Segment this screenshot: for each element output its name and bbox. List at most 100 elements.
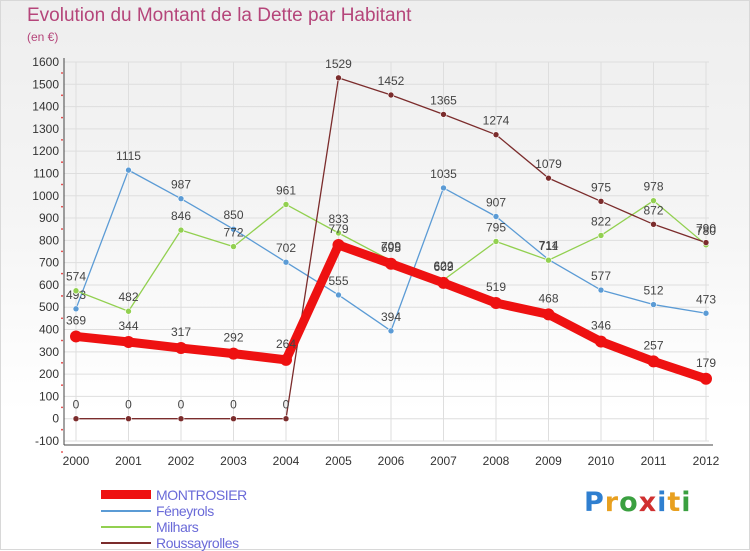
data-point [492,131,500,138]
y-tick-label: 1400 [32,100,59,114]
data-point [72,305,80,313]
data-point [72,287,80,295]
data-point [440,111,447,118]
data-point [125,166,132,174]
x-tick-label: 2000 [63,454,90,468]
data-label: 493 [66,288,86,302]
data-label: 622 [433,259,453,273]
data-point [125,307,132,315]
x-tick-label: 2007 [430,454,457,468]
data-point [230,415,237,423]
x-tick-label: 2012 [693,454,720,468]
y-tick-label: 400 [39,323,59,337]
data-point [492,213,500,220]
logo-letter: i [657,487,668,518]
data-label: 609 [433,260,453,274]
y-minor-tick [61,94,63,97]
y-tick-label: 1600 [32,55,59,69]
y-minor-tick [61,116,63,119]
y-minor-tick [61,228,63,230]
data-point [125,415,132,423]
x-tick-label: 2003 [220,454,247,468]
legend-label: Féneyrols [156,503,214,519]
y-minor-tick [61,451,63,453]
data-label: 0 [283,398,290,412]
x-tick-label: 2005 [325,454,352,468]
data-label: 790 [696,222,716,236]
data-point [70,330,82,343]
data-point [175,342,187,355]
data-point [437,276,450,289]
data-label: 714 [538,239,558,253]
y-minor-tick [61,428,63,431]
y-tick-label: 1500 [32,77,59,91]
y-minor-tick [61,161,63,164]
data-label: 519 [486,280,506,294]
legend-label: Milhars [156,519,199,535]
logo-letter: P [584,487,605,518]
y-minor-tick [61,339,63,342]
data-label: 779 [328,222,348,236]
x-tick-label: 2010 [588,454,615,468]
y-tick-label: 1100 [33,166,59,180]
data-point [492,238,500,245]
y-tick-label: 100 [39,389,59,403]
series-montrosier: 369 344 317 292 264 779 695 609 519 468 346 257 179 [66,222,716,385]
proxiti-logo: Proxiti [584,487,692,518]
data-label: 577 [591,269,611,283]
data-point [650,197,657,204]
chart-title: Evolution du Montant de la Dette par Hab… [27,5,412,26]
data-label: 292 [223,331,243,345]
data-point [280,353,292,366]
data-label: 0 [73,398,80,412]
data-point [650,221,657,228]
legend-swatch [101,510,151,512]
data-point [72,415,80,423]
legend-label: Roussayrolles [156,535,239,551]
y-tick-label: 600 [39,278,59,292]
data-point [282,415,290,423]
logo-letter: t [667,487,682,518]
data-point [700,372,712,385]
y-tick-label: 1300 [32,122,59,136]
x-tick-label: 2009 [535,454,562,468]
y-minor-tick [61,384,63,387]
x-tick-label: 2006 [378,454,405,468]
y-minor-tick [61,205,63,208]
data-label: 0 [125,398,132,412]
x-tick-label: 2001 [115,454,142,468]
data-label: 0 [230,398,237,412]
data-label: 473 [696,292,716,306]
data-point [282,201,290,208]
data-point [595,335,607,348]
data-point [335,229,342,237]
data-label: 257 [643,338,663,352]
x-tick-label: 2008 [483,454,510,468]
y-tick-label: 800 [39,233,59,247]
data-label: 1115 [116,149,141,163]
logo-letter: x [638,487,658,518]
data-point [385,257,397,270]
data-label: 1529 [325,57,352,71]
data-point [230,243,237,250]
data-label: 0 [178,398,185,412]
logo-letter: r [604,487,620,518]
data-label: 468 [538,291,558,305]
legend-swatch [101,490,151,499]
data-point [387,327,395,335]
data-label: 961 [276,183,296,197]
y-minor-tick [61,138,63,141]
y-minor-tick [61,72,63,74]
data-point [542,308,555,321]
y-minor-tick [61,250,63,253]
legend-swatch [101,542,151,544]
y-minor-tick [61,406,63,409]
data-label: 1452 [378,74,405,88]
x-tick-label: 2002 [168,454,195,468]
data-label: 1365 [430,93,457,107]
data-point [177,226,185,234]
data-point [177,415,185,423]
y-tick-label: 500 [39,300,59,314]
y-tick-label: 900 [39,211,59,225]
x-tick-label: 2004 [273,454,300,468]
